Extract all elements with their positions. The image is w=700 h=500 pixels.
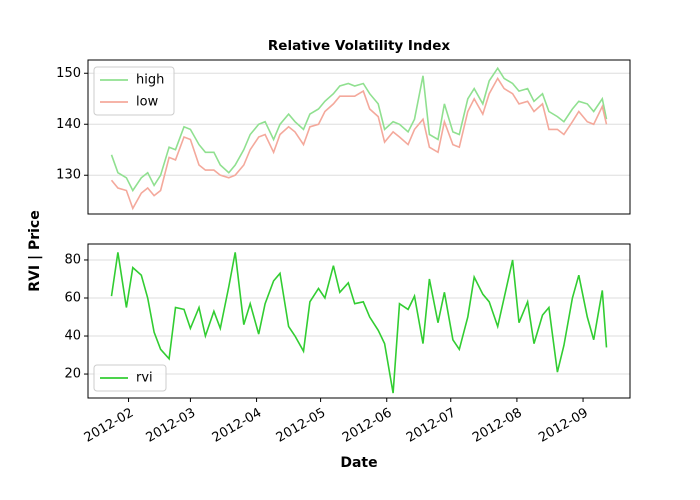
axes-frame xyxy=(87,243,631,399)
legend-label: rvi xyxy=(136,371,153,386)
axes-frame xyxy=(87,59,631,215)
legend-box xyxy=(93,364,167,392)
y-axis-label: RVI | Price xyxy=(27,210,43,291)
series-line xyxy=(110,66,608,193)
y-tick-label: 40 xyxy=(64,329,81,344)
x-tick-label: 2012-02 xyxy=(82,406,137,446)
y-tick-label: 80 xyxy=(64,252,81,267)
legend-label: low xyxy=(136,95,159,110)
series-line xyxy=(110,76,608,211)
legend-box xyxy=(93,66,175,116)
x-axis-label: Date xyxy=(340,455,377,471)
x-tick-label: 2012-08 xyxy=(470,406,525,446)
plot-area xyxy=(110,252,608,394)
plot-area xyxy=(110,66,608,211)
x-tick-label: 2012-06 xyxy=(340,406,395,446)
x-tick-label: 2012-07 xyxy=(404,406,459,446)
series-line xyxy=(110,252,608,394)
y-tick-label: 60 xyxy=(64,290,81,305)
y-tick-label: 130 xyxy=(56,168,81,183)
x-tick-label: 2012-09 xyxy=(536,406,591,446)
legend-label: high xyxy=(136,73,164,88)
y-tick-label: 20 xyxy=(64,367,81,382)
y-tick-label: 150 xyxy=(56,66,81,81)
x-tick-label: 2012-04 xyxy=(210,406,265,446)
x-tick-label: 2012-05 xyxy=(274,406,329,446)
chart-title: Relative Volatility Index xyxy=(268,38,450,54)
x-tick-label: 2012-03 xyxy=(144,406,199,446)
y-tick-label: 140 xyxy=(56,117,81,132)
